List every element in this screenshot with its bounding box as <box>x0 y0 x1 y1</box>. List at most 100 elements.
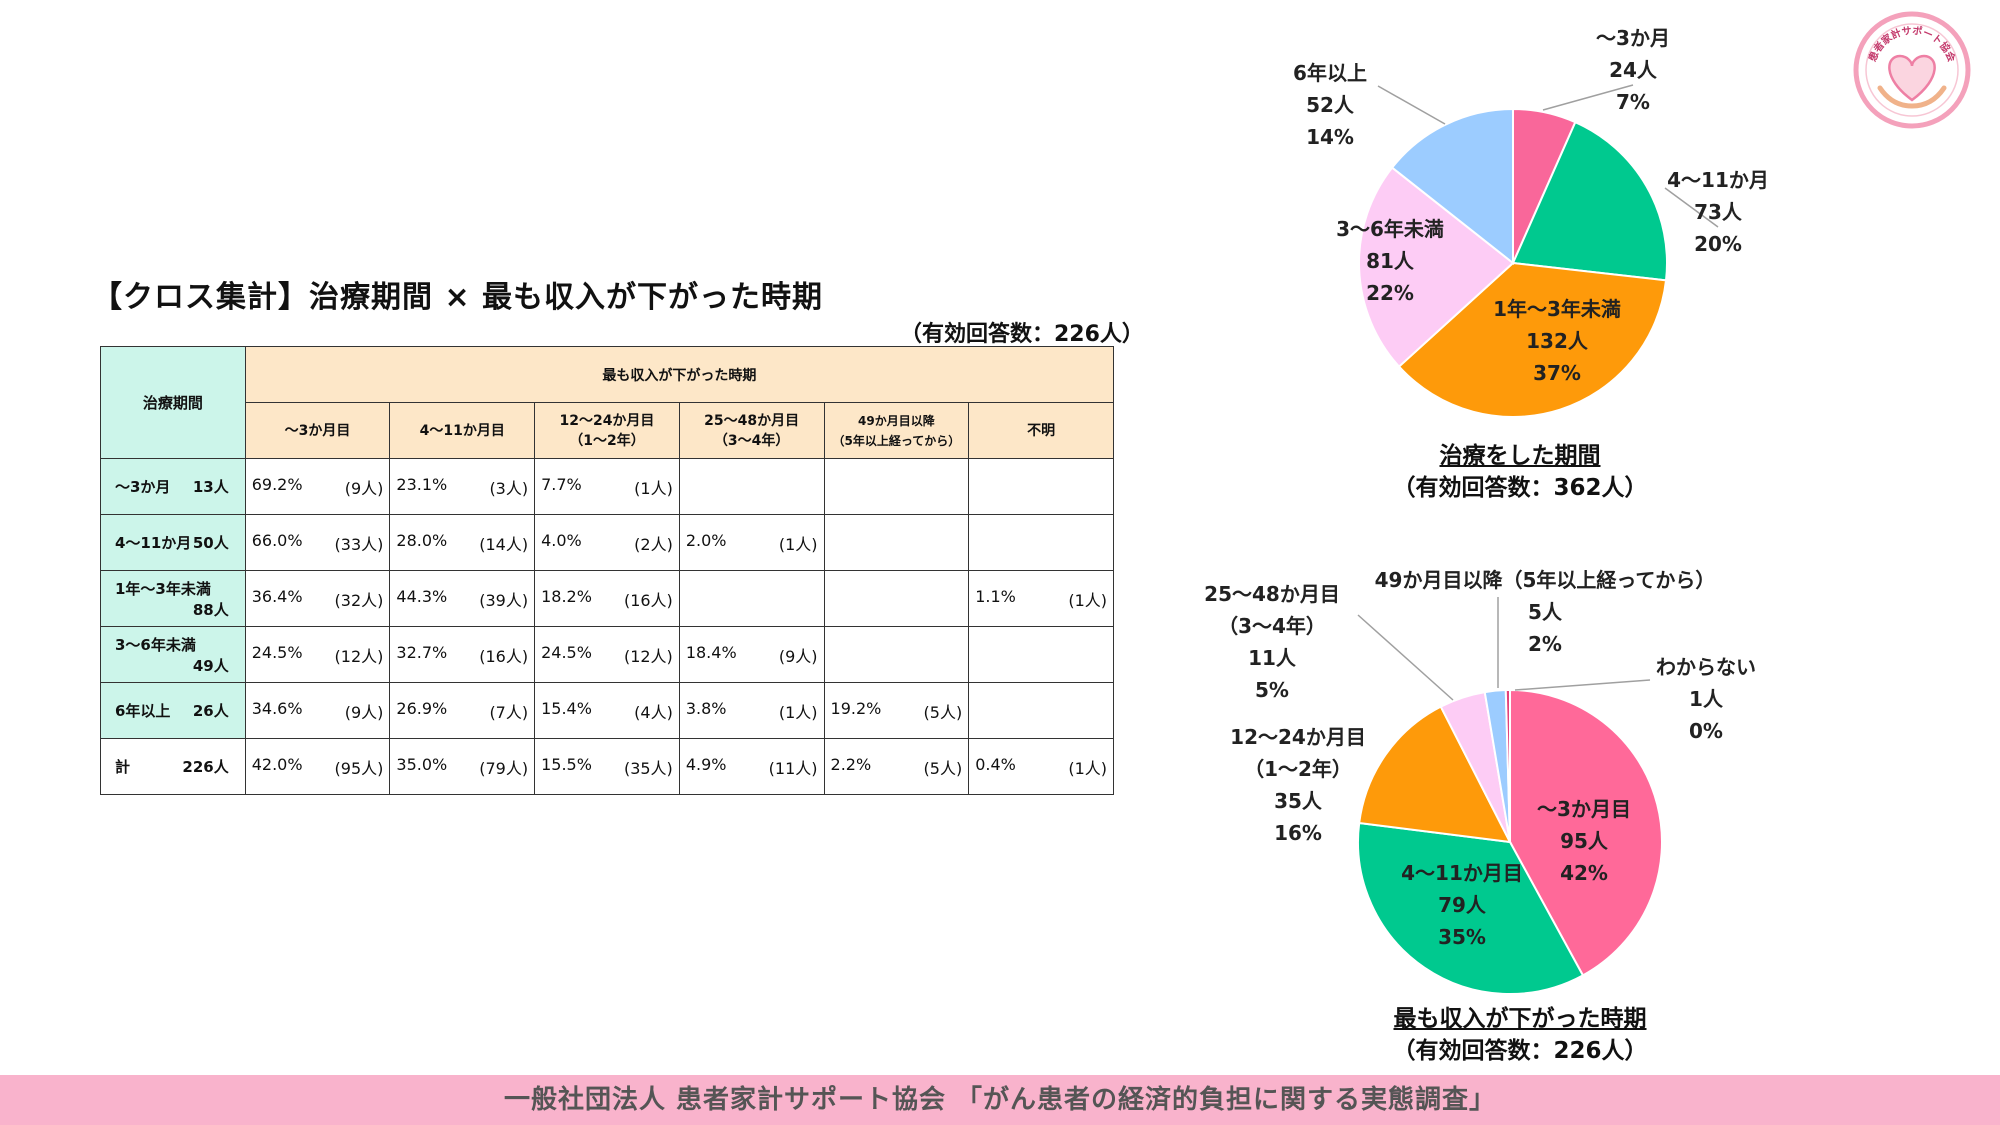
slice-label-line: 5人 <box>1528 600 1563 624</box>
cell-percent: 44.3% <box>396 586 448 606</box>
table-cell: 26.9% (7人) <box>389 682 536 739</box>
cell-count: (9人) <box>344 702 384 722</box>
cell-count: (1人) <box>778 534 818 554</box>
cell-percent: 24.5% <box>251 642 303 662</box>
cell-percent: 23.1% <box>396 474 448 494</box>
slice-label-line: 16% <box>1274 821 1322 845</box>
table-cell: 4.9% (11人) <box>678 738 825 795</box>
pie1-caption: 治療をした期間 （有効回答数：362人） <box>1330 440 1710 504</box>
table-row: 3～6年未満 49人 24.5% (12人) 32.7% (16人) 24.5% (12人) 1… <box>100 626 1114 683</box>
pie-slice <box>1511 120 1668 282</box>
cell-percent: 24.5% <box>541 642 592 662</box>
cell-percent: 1.1% <box>975 586 1016 606</box>
cell-percent: 7.7% <box>541 474 582 494</box>
slice-label: ～3か月目 95人 42% <box>1537 797 1631 885</box>
leader-line <box>1514 679 1651 691</box>
table-cell <box>823 626 970 683</box>
cell-count: (35人) <box>623 758 673 778</box>
cell-count: (16人) <box>479 646 529 666</box>
table-column-header: 不明 <box>968 402 1114 459</box>
column-header-line: 4～11か月目 <box>419 422 505 439</box>
cell-percent: 66.0% <box>251 530 303 550</box>
cell-count: (33人) <box>334 534 384 554</box>
cell-count: (32人) <box>334 590 384 610</box>
table-cell: 15.4% (4人) <box>534 682 680 739</box>
table-column-header: 4～11か月目 <box>389 402 536 459</box>
table-cell <box>968 514 1114 571</box>
cell-count: (2人) <box>634 534 673 554</box>
table-cell: 15.5% (35人) <box>534 738 680 795</box>
pie-slice <box>1390 107 1514 266</box>
slice-label-line: 95人 <box>1560 829 1609 853</box>
slice-label-line: 4～11か月 <box>1667 168 1769 192</box>
table-row-header: 1年～3年未満 88人 <box>100 570 246 627</box>
slice-label: 4～11か月 73人 20% <box>1667 168 1769 256</box>
row-count: 49人 <box>192 656 229 675</box>
pie-slice <box>1357 166 1515 368</box>
table-cell: 69.2% (9人) <box>244 458 391 515</box>
cell-percent: 36.4% <box>251 586 303 606</box>
table-column-header: 12～24か月目 （1～2年） <box>534 402 680 459</box>
cell-count: (1人) <box>778 702 818 722</box>
table-cell <box>678 458 825 515</box>
slice-label: わからない 1人 0% <box>1656 655 1756 743</box>
cell-count: (4人) <box>634 702 673 722</box>
table-row: 4～11か月 50人 66.0% (33人) 28.0% (14人) 4.0% (2人) 2.0… <box>100 514 1114 571</box>
pie-slice <box>1504 688 1511 843</box>
slice-label: ～3か月 24人 7% <box>1596 26 1670 114</box>
pie-slice <box>1358 705 1512 844</box>
cell-percent: 19.2% <box>830 698 882 718</box>
table-cell <box>968 458 1114 515</box>
column-header-subline: （5年以上経ってから） <box>832 433 961 448</box>
column-header-line: 49か月目以降 <box>858 413 935 428</box>
pie-slice <box>1509 688 1663 977</box>
pie-slice <box>1397 261 1668 418</box>
table-header-row: ～3か月目 4～11か月目 12～24か月目 （1～2年） 25～48か月目 （3～4年）… <box>101 402 1114 459</box>
cell-percent: 15.5% <box>541 754 592 774</box>
slice-label-line: 1年～3年未満 <box>1493 297 1621 321</box>
cell-percent: 2.0% <box>685 530 727 550</box>
slice-label-line: 4～11か月目 <box>1401 861 1523 885</box>
cell-percent: 4.9% <box>685 754 727 774</box>
table-column-header: 25～48か月目 （3～4年） <box>678 402 825 459</box>
pie2-subtitle: （有効回答数：226人） <box>1392 1038 1648 1064</box>
slice-label-line: （1～2年） <box>1244 757 1352 781</box>
row-label: ～3か月 <box>115 478 171 496</box>
row-label: 1年～3年未満 <box>115 579 211 598</box>
cell-percent: 0.4% <box>975 754 1016 774</box>
cell-percent: 42.0% <box>251 754 303 774</box>
leader-line <box>1664 187 1719 228</box>
slice-label-line: 0% <box>1689 719 1723 743</box>
slice-label-line: 49か月目以降（5年以上経ってから） <box>1375 568 1716 592</box>
slice-label-line: 24人 <box>1609 58 1658 82</box>
row-count: 13人 <box>192 478 229 496</box>
table-cell <box>968 682 1114 739</box>
row-label: 計 <box>115 758 131 776</box>
table-cell <box>823 514 970 571</box>
table-cell <box>968 626 1114 683</box>
table-cell: 44.3% (39人) <box>389 570 536 627</box>
heart-hands-icon <box>1877 54 1947 109</box>
cell-count: (11人) <box>768 758 818 778</box>
row-count: 226人 <box>182 758 229 776</box>
cell-percent: 69.2% <box>251 474 303 494</box>
cell-count: (1人) <box>1068 590 1107 610</box>
column-header-line: 不明 <box>1027 422 1056 439</box>
cell-percent: 15.4% <box>541 698 592 718</box>
column-header-line: ～3か月目 <box>284 422 351 439</box>
slice-label: 3～6年未満 81人 22% <box>1336 217 1444 305</box>
slice-label-line: 25～48か月目 <box>1204 582 1340 606</box>
cell-percent: 18.4% <box>685 642 737 662</box>
pie-slice <box>1357 821 1585 995</box>
table-row: 6年以上 26人 34.6% (9人) 26.9% (7人) 15.4% (4人) 3.8% (1… <box>100 682 1114 739</box>
cell-count: (9人) <box>344 478 384 498</box>
table-row-header: 6年以上 26人 <box>100 682 246 739</box>
table-row-header: 3～6年未満 49人 <box>100 626 246 683</box>
pie2 <box>1357 688 1663 995</box>
table-cell: 2.0% (1人) <box>678 514 825 571</box>
slice-label-line: わからない <box>1656 655 1756 679</box>
table-cell: 42.0% (95人) <box>244 738 391 795</box>
column-header-line: 12～24か月目 <box>559 412 655 429</box>
table-cell <box>823 570 970 627</box>
slice-label: 1年～3年未満 132人 37% <box>1493 297 1621 385</box>
